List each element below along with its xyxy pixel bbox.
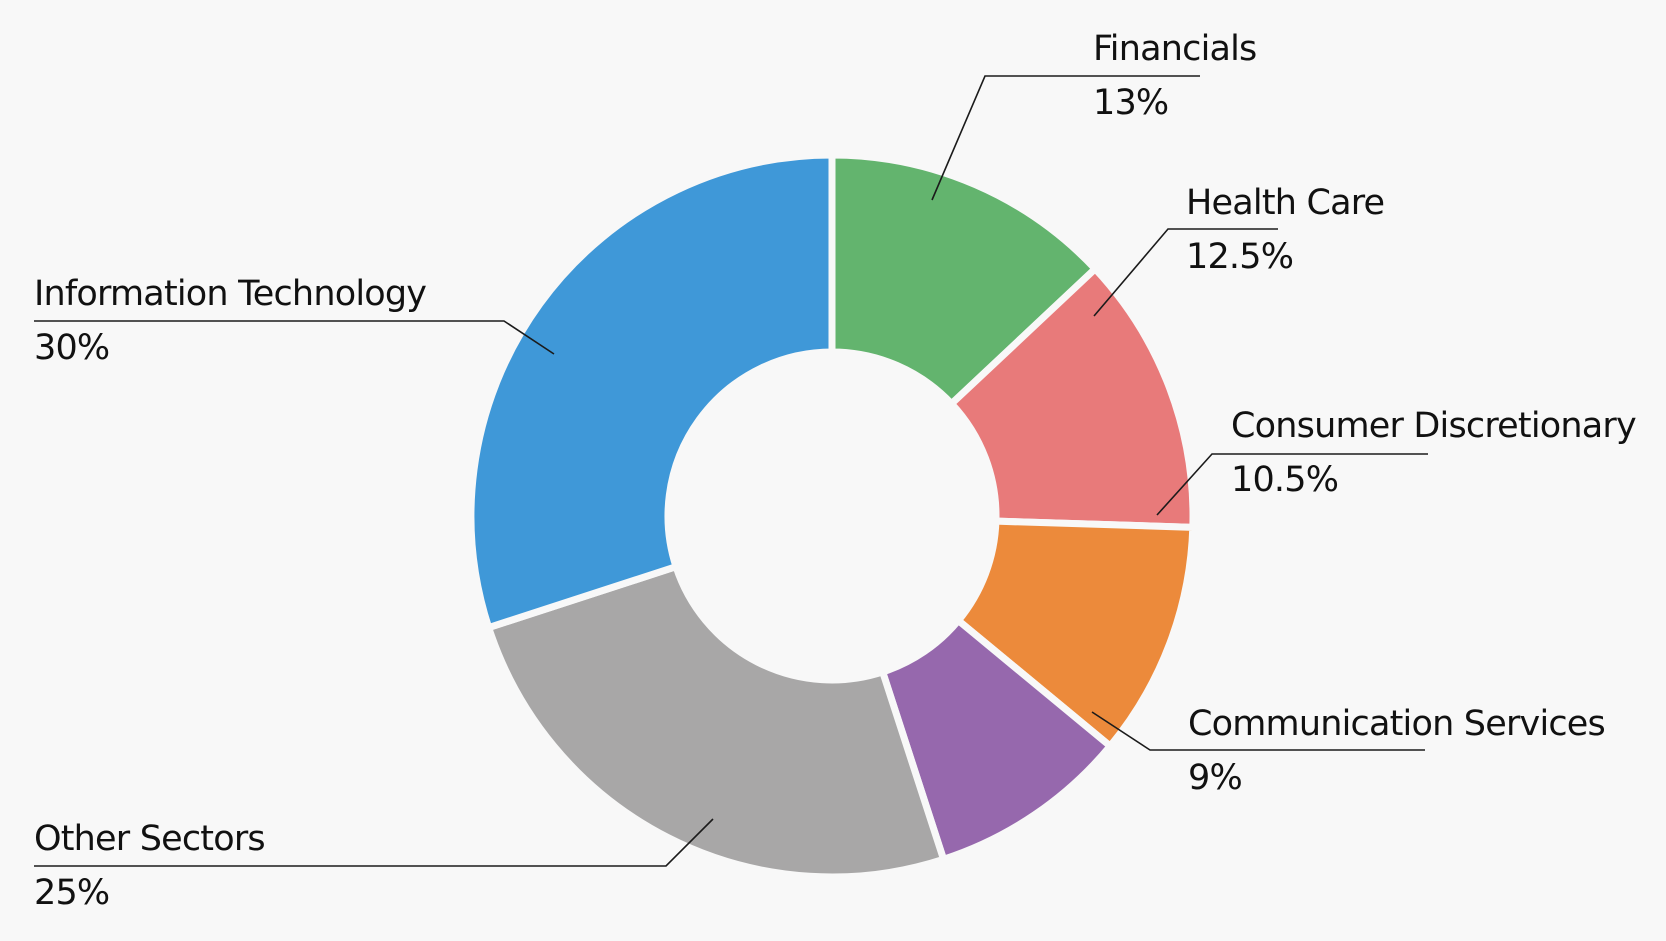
label-communication-services: Communication Services 9% xyxy=(1091,704,1606,798)
label-name-communication-services: Communication Services xyxy=(1188,704,1605,744)
slice-financials xyxy=(828,151,1101,409)
slice-labels: Financials 13% Health Care 12.5% Consume… xyxy=(34,29,1637,913)
donut-slices xyxy=(467,151,1197,881)
leader-line-consumer-discretionary xyxy=(1156,453,1428,516)
label-value-financials: 13% xyxy=(1093,83,1168,123)
label-name-information-technology: Information Technology xyxy=(34,274,426,314)
leader-line-information-technology xyxy=(34,320,555,355)
label-value-information-technology: 30% xyxy=(34,328,109,368)
label-value-communication-services: 9% xyxy=(1188,758,1242,798)
leader-line-other-sectors xyxy=(34,818,714,867)
label-name-other-sectors: Other Sectors xyxy=(34,819,265,859)
label-value-other-sectors: 25% xyxy=(34,873,109,913)
label-other-sectors: Other Sectors 25% xyxy=(34,818,714,913)
slice-consumer-discretionary xyxy=(953,517,1197,752)
label-value-consumer-discretionary: 10.5% xyxy=(1231,460,1338,500)
label-financials: Financials 13% xyxy=(931,29,1257,201)
label-health-care: Health Care 12.5% xyxy=(1093,183,1385,317)
leader-line-financials xyxy=(931,75,1200,201)
slice-information-technology xyxy=(467,151,836,632)
slice-other-sectors xyxy=(484,562,948,881)
label-name-health-care: Health Care xyxy=(1186,183,1384,223)
label-value-health-care: 12.5% xyxy=(1186,237,1293,277)
label-information-technology: Information Technology 30% xyxy=(34,274,555,368)
label-name-consumer-discretionary: Consumer Discretionary xyxy=(1231,406,1636,446)
label-consumer-discretionary: Consumer Discretionary 10.5% xyxy=(1156,406,1637,516)
leader-line-communication-services xyxy=(1091,711,1425,751)
slice-health-care xyxy=(946,263,1197,531)
leader-line-health-care xyxy=(1093,228,1278,317)
label-name-financials: Financials xyxy=(1093,29,1257,69)
